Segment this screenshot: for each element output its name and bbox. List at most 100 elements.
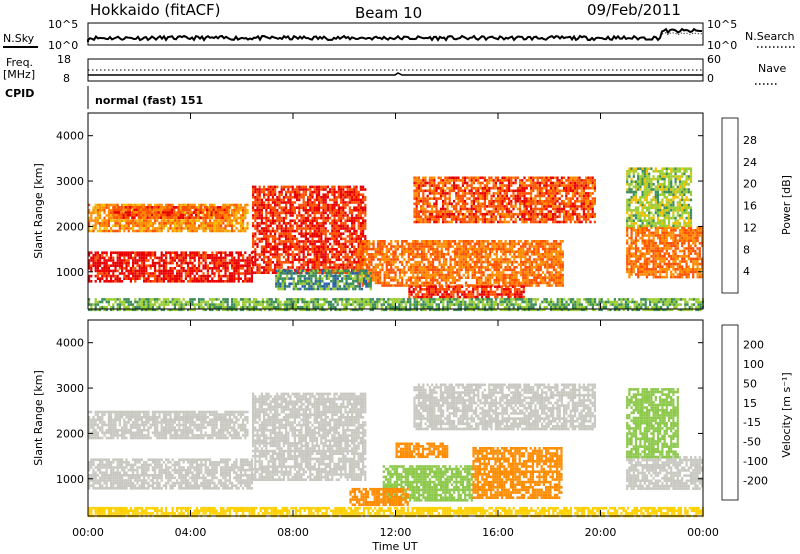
- heatmap-cell: [225, 216, 228, 219]
- heatmap-cell: [346, 214, 349, 217]
- heatmap-cell: [464, 199, 467, 203]
- heatmap-cell: [271, 255, 274, 259]
- heatmap-cell: [501, 184, 504, 187]
- heatmap-cell: [254, 258, 257, 261]
- heatmap-cell: [162, 206, 165, 209]
- heatmap-cell: [254, 188, 257, 191]
- heatmap-cell: [215, 264, 218, 267]
- heatmap-cell: [580, 179, 583, 182]
- heatmap-cell: [293, 206, 296, 209]
- heatmap-cell: [250, 261, 253, 265]
- heatmap-cell: [154, 251, 157, 254]
- heatmap-cell: [523, 220, 526, 224]
- heatmap-cell: [129, 203, 132, 207]
- heatmap-cell: [355, 193, 358, 196]
- heatmap-cell: [451, 245, 454, 248]
- heatmap-cell: [501, 215, 504, 219]
- heatmap-cell: [258, 190, 261, 194]
- heatmap-cell: [123, 251, 126, 254]
- heatmap-cell: [420, 247, 424, 251]
- heatmap-cell: [329, 266, 332, 269]
- heatmap-cell: [576, 184, 579, 187]
- heatmap-cell: [458, 247, 461, 251]
- heatmap-cell: [313, 261, 316, 264]
- heatmap-cell: [587, 210, 590, 213]
- heatmap-cell: [477, 181, 480, 185]
- heatmap-cell: [215, 219, 218, 222]
- nsky-series: [87, 27, 702, 42]
- heatmap-cell: [486, 255, 490, 259]
- heatmap-cell: [307, 196, 310, 199]
- heatmap-cell: [439, 207, 442, 211]
- heatmap-cell: [176, 277, 179, 280]
- heatmap-cell: [337, 196, 340, 199]
- heatmap-cell: [503, 179, 506, 182]
- heatmap-cell: [530, 215, 533, 219]
- heatmap-cell: [480, 255, 483, 259]
- heatmap-cell: [342, 193, 345, 196]
- heatmap-cell: [340, 196, 343, 199]
- heatmap-cell: [475, 263, 479, 266]
- heatmap-cell: [376, 266, 380, 269]
- heatmap-cell: [403, 245, 406, 248]
- heatmap-cell: [147, 251, 150, 254]
- heatmap-cell: [475, 218, 478, 221]
- heatmap-cell: [171, 269, 174, 273]
- heatmap-cell: [486, 247, 490, 251]
- heatmap-cell: [505, 194, 508, 198]
- heatmap-cell: [549, 205, 552, 208]
- heatmap-cell: [479, 210, 482, 213]
- heatmap-cell: [556, 179, 559, 182]
- heatmap-cell: [494, 215, 497, 219]
- heatmap-cell: [329, 242, 332, 246]
- heatmap-cell: [113, 213, 116, 217]
- heatmap-cell: [467, 276, 470, 279]
- heatmap-cell: [545, 176, 548, 180]
- heatmap-cell: [448, 215, 451, 219]
- heatmap-cell: [333, 219, 336, 222]
- heatmap-cell: [567, 189, 570, 193]
- heatmap-cell: [293, 211, 296, 215]
- heatmap-cell: [90, 267, 93, 270]
- heatmap-cell: [359, 209, 362, 212]
- heatmap-cell: [510, 181, 513, 185]
- heatmap-cell: [436, 273, 439, 277]
- heatmap-cell: [337, 266, 340, 269]
- heatmap-cell: [337, 235, 340, 238]
- heatmap-cell: [318, 201, 321, 204]
- heatmap-cell: [426, 181, 429, 185]
- heatmap-cell: [456, 260, 459, 264]
- heatmap-cell: [256, 209, 259, 212]
- heatmap-cell: [263, 203, 266, 207]
- heatmap-cell: [271, 240, 274, 243]
- heatmap-cell: [379, 263, 382, 266]
- heatmap-cell: [304, 206, 307, 209]
- heatmap-cell: [344, 245, 347, 248]
- heatmap-cell: [134, 259, 137, 262]
- heatmap-cell: [340, 266, 343, 269]
- heatmap-cell: [254, 248, 257, 251]
- heatmap-cell: [231, 256, 234, 260]
- heatmap-cell: [383, 242, 386, 246]
- heatmap-cell: [263, 248, 266, 251]
- heatmap-cell: [313, 211, 316, 215]
- heatmap-cell: [285, 201, 288, 204]
- heatmap-cell: [401, 281, 404, 285]
- heatmap-cell: [181, 208, 184, 212]
- heatmap-cell: [514, 199, 517, 203]
- heatmap-cell: [527, 202, 530, 206]
- heatmap-cell: [494, 181, 497, 185]
- heatmap-cell: [591, 181, 594, 185]
- heatmap-cell: [333, 261, 336, 264]
- heatmap-cell: [191, 227, 194, 230]
- heatmap-cell: [206, 272, 209, 275]
- heatmap-cell: [469, 258, 472, 261]
- heatmap-cell: [309, 198, 312, 202]
- heatmap-cell: [258, 268, 261, 272]
- heatmap-cell: [155, 208, 158, 212]
- heatmap-cell: [263, 261, 266, 264]
- heatmap-cell: [92, 219, 95, 222]
- heatmap-cell: [468, 212, 471, 216]
- heatmap-cell: [492, 207, 495, 211]
- heatmap-cell: [488, 199, 491, 203]
